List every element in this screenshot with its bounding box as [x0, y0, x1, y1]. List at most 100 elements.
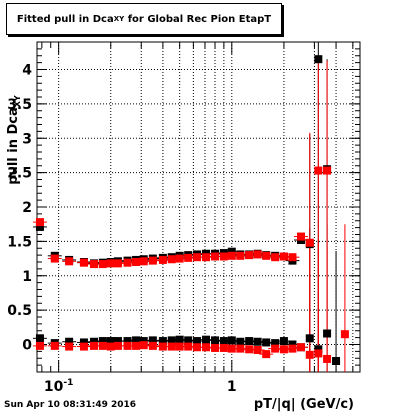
y-axis-label-main: pull in Dca: [6, 107, 21, 185]
data-point: [305, 238, 314, 247]
y-axis-label: pull in DcaXY: [6, 95, 22, 185]
y-tick-label: 4: [22, 63, 32, 79]
data-point: [123, 337, 132, 346]
data-point: [253, 346, 262, 354]
data-point: [219, 343, 228, 352]
y-tick-label: 0.5: [7, 303, 32, 319]
data-point: [236, 251, 245, 260]
data-point: [332, 357, 341, 365]
data-point: [113, 341, 122, 350]
x-tick-label: 10-1: [44, 378, 73, 395]
data-point: [50, 254, 59, 263]
data-point: [297, 343, 306, 352]
data-point: [167, 255, 176, 264]
data-point: [193, 337, 202, 346]
data-point: [175, 342, 184, 351]
data-point: [106, 259, 115, 268]
data-point: [253, 250, 262, 259]
data-point: [89, 337, 98, 346]
data-point: [123, 341, 132, 350]
data-point: [175, 335, 184, 344]
data-point: [184, 342, 193, 351]
data-point: [211, 343, 220, 352]
data-point: [113, 259, 122, 268]
data-point: [89, 341, 98, 350]
chart-title-sub: XY: [113, 15, 125, 23]
tick-labels: 0 0.5 1 1.5 2 2.5 3 3.5 4 10-1 1: [7, 63, 236, 396]
data-point: [279, 252, 288, 261]
data-point: [184, 253, 193, 262]
data-point: [113, 337, 122, 346]
data-point: [271, 339, 280, 348]
data-point: [50, 341, 59, 350]
data-point: [219, 337, 228, 346]
data-point: [219, 252, 228, 261]
data-point: [65, 257, 74, 266]
data-point: [236, 344, 245, 353]
data-point: [175, 254, 184, 263]
data-point: [158, 337, 167, 346]
data-point: [132, 341, 141, 350]
data-point: [271, 253, 280, 262]
data-point: [98, 337, 107, 346]
x-tick-label: 1: [227, 379, 237, 395]
data-point: [106, 342, 115, 351]
data-point: [35, 341, 44, 350]
x-axis-label: pT/|q| (GeV/c): [254, 397, 354, 412]
data-point: [279, 345, 288, 354]
data-point: [323, 166, 332, 175]
data-point: [98, 341, 107, 350]
data-point: [314, 166, 323, 175]
data-point: [35, 334, 44, 343]
data-point: [202, 253, 211, 262]
data-point: [148, 256, 157, 265]
chart-title: Fitted pull in Dca XY for Global Rec Pion…: [6, 3, 282, 35]
data-point: [35, 218, 44, 227]
data-point: [323, 354, 332, 363]
data-point: [202, 343, 211, 352]
y-axis-label-sub: XY: [13, 95, 22, 107]
chart-title-rest: for Global Rec Pion EtapT: [127, 13, 272, 25]
data-point: [139, 337, 148, 346]
data-point: [323, 329, 332, 338]
data-point: [314, 345, 323, 354]
data-point: [139, 341, 148, 350]
data-point: [227, 251, 236, 260]
data-point: [236, 337, 245, 346]
data-point: [79, 258, 88, 267]
chart-title-main: Fitted pull in Dca: [16, 13, 114, 25]
data-point: [262, 350, 271, 359]
data-point: [227, 344, 236, 353]
data-point: [262, 338, 271, 347]
y-tick-label: 2: [22, 200, 32, 216]
data-point: [193, 343, 202, 352]
grid-lines: [37, 42, 360, 372]
y-tick-label: 3.5: [7, 97, 32, 113]
data-point: [202, 335, 211, 344]
data-point: [132, 258, 141, 266]
data-point: [167, 336, 176, 345]
data-point: [245, 337, 254, 346]
y-tick-label: 0: [22, 338, 32, 354]
data-point: [167, 342, 176, 351]
y-tick-label: 2.5: [7, 166, 32, 182]
data-point: [227, 336, 236, 345]
data-point: [314, 349, 323, 358]
data-point: [288, 253, 297, 262]
data-point: [262, 251, 271, 260]
data-point: [288, 344, 297, 353]
data-point: [271, 344, 280, 353]
timestamp: Sun Apr 10 08:31:49 2016: [4, 400, 137, 410]
data-point: [211, 252, 220, 261]
data-point: [297, 232, 306, 241]
data-point: [158, 342, 167, 351]
data-point: [288, 340, 297, 349]
data-point: [123, 258, 132, 267]
data-point: [132, 336, 141, 345]
data-point: [245, 345, 254, 354]
data-point: [65, 337, 74, 346]
data-point: [314, 55, 323, 64]
data-point: [211, 336, 220, 345]
data-point: [139, 257, 148, 266]
